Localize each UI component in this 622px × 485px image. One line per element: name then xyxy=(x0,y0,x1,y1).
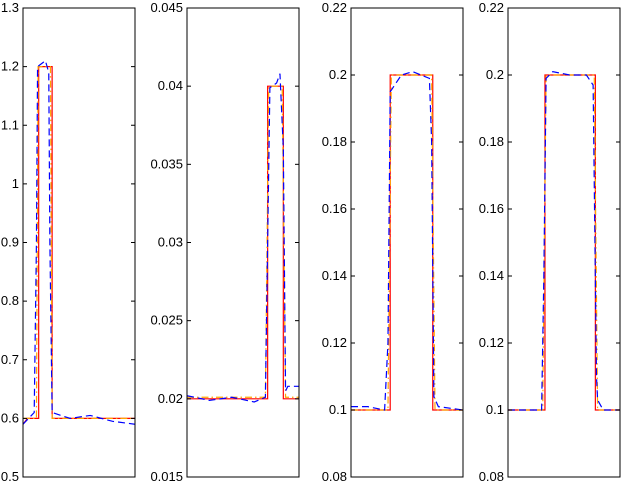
series-line-2 xyxy=(23,66,135,419)
y-tick-label: 0.8 xyxy=(1,293,19,308)
y-tick-label: 0.5 xyxy=(1,469,19,484)
series-line-1 xyxy=(23,66,135,425)
axes-frame xyxy=(507,7,621,478)
y-tick-label: 1.2 xyxy=(1,59,19,74)
y-tick-label: 1.3 xyxy=(1,0,19,15)
series-line-3 xyxy=(23,59,135,425)
chart-panel-1: 0.5 0.6 0.7 0.8 0.9 1 1.1 1.2 1.3 xyxy=(1,0,136,484)
y-tick-label: 0.12 xyxy=(479,335,504,350)
series-line-1 xyxy=(508,74,620,411)
y-tick-label: 0.14 xyxy=(322,268,347,283)
y-tick-label: 0.2 xyxy=(329,67,347,82)
chart-panel-4: 0.08 0.1 0.12 0.14 0.16 0.18 0.2 0.22 xyxy=(479,0,621,484)
series-line-2 xyxy=(187,85,299,398)
y-tick-label: 0.16 xyxy=(322,201,347,216)
y-tick-label: 0.045 xyxy=(150,0,183,15)
y-tick-label: 0.03 xyxy=(158,235,183,250)
y-tick-label: 0.18 xyxy=(322,134,347,149)
y-tick-label: 0.02 xyxy=(158,391,183,406)
series-line-3 xyxy=(187,73,299,403)
y-tick-label: 0.08 xyxy=(322,469,347,484)
y-tick-label: 0.2 xyxy=(486,67,504,82)
series-line-1 xyxy=(351,74,463,411)
y-tick-label: 0.12 xyxy=(322,335,347,350)
y-tick-label: 0.1 xyxy=(329,402,347,417)
y-tick-label: 0.16 xyxy=(479,201,504,216)
y-tick-label: 0.08 xyxy=(479,469,504,484)
y-tick-label: 1.1 xyxy=(1,117,19,132)
y-tick-label: 0.04 xyxy=(158,78,183,93)
y-tick-label: 0.18 xyxy=(479,134,504,149)
y-tick-label: 0.9 xyxy=(1,235,19,250)
series-line-3 xyxy=(508,70,620,411)
y-tick-label: 0.015 xyxy=(150,469,183,484)
axes-frame xyxy=(186,7,300,478)
y-tick-label: 0.1 xyxy=(486,402,504,417)
y-tick-label: 0.22 xyxy=(322,0,347,15)
y-tick-label: 0.22 xyxy=(479,0,504,15)
y-tick-label: 0.14 xyxy=(479,268,504,283)
series-line-3 xyxy=(351,71,463,411)
y-tick-label: 0.025 xyxy=(150,313,183,328)
y-tick-label: 0.7 xyxy=(1,352,19,367)
y-tick-label: 0.6 xyxy=(1,410,19,425)
y-tick-label: 1 xyxy=(12,176,19,191)
axes-frame xyxy=(350,7,464,478)
chart-panel-3: 0.08 0.1 0.12 0.14 0.16 0.18 0.2 0.22 xyxy=(322,0,464,484)
chart-panel-2: 0.015 0.02 0.025 0.03 0.035 0.04 0.045 xyxy=(150,0,300,484)
axes-frame xyxy=(22,7,136,478)
series-line-2 xyxy=(508,74,620,411)
y-tick-label: 0.035 xyxy=(150,156,183,171)
series-line-2 xyxy=(351,74,463,411)
